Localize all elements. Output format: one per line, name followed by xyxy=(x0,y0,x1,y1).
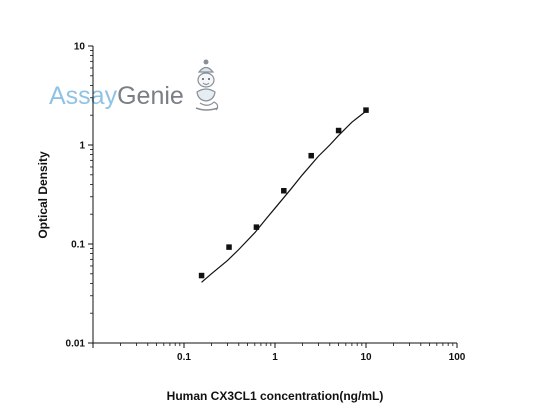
x-axis-ticks: 0.1 1 10 100 xyxy=(92,343,466,363)
y-tick-label: 10 xyxy=(74,42,86,53)
y-axis-label: Optical Density xyxy=(36,151,50,239)
fit-curve-group xyxy=(201,110,367,283)
data-points xyxy=(198,107,369,279)
x-tick-label: 100 xyxy=(449,352,466,363)
x-tick-label: 10 xyxy=(360,352,372,363)
data-point xyxy=(335,127,342,134)
fit-curve xyxy=(201,110,367,283)
data-point xyxy=(226,244,232,250)
data-point xyxy=(363,107,369,113)
y-tick-label: 0.01 xyxy=(66,339,86,350)
logo-text-assay: Assay xyxy=(49,82,118,110)
data-point xyxy=(198,272,205,279)
logo-text: AssayGenie xyxy=(49,82,184,110)
genie-icon xyxy=(195,59,219,111)
data-point xyxy=(308,152,314,159)
assaygenie-logo: AssayGenie xyxy=(49,59,219,111)
logo-text-genie: Genie xyxy=(117,82,184,110)
y-axis-ticks: 0.01 0.1 1 10 xyxy=(66,42,93,350)
x-tick-label: 0.1 xyxy=(177,352,191,363)
y-tick-label: 0.1 xyxy=(71,240,85,251)
data-point xyxy=(253,224,260,230)
x-axis-label: Human CX3CL1 concentration(ng/mL) xyxy=(167,389,384,403)
data-point xyxy=(281,188,287,194)
y-tick-label: 1 xyxy=(79,141,85,152)
x-tick-label: 1 xyxy=(272,352,278,363)
